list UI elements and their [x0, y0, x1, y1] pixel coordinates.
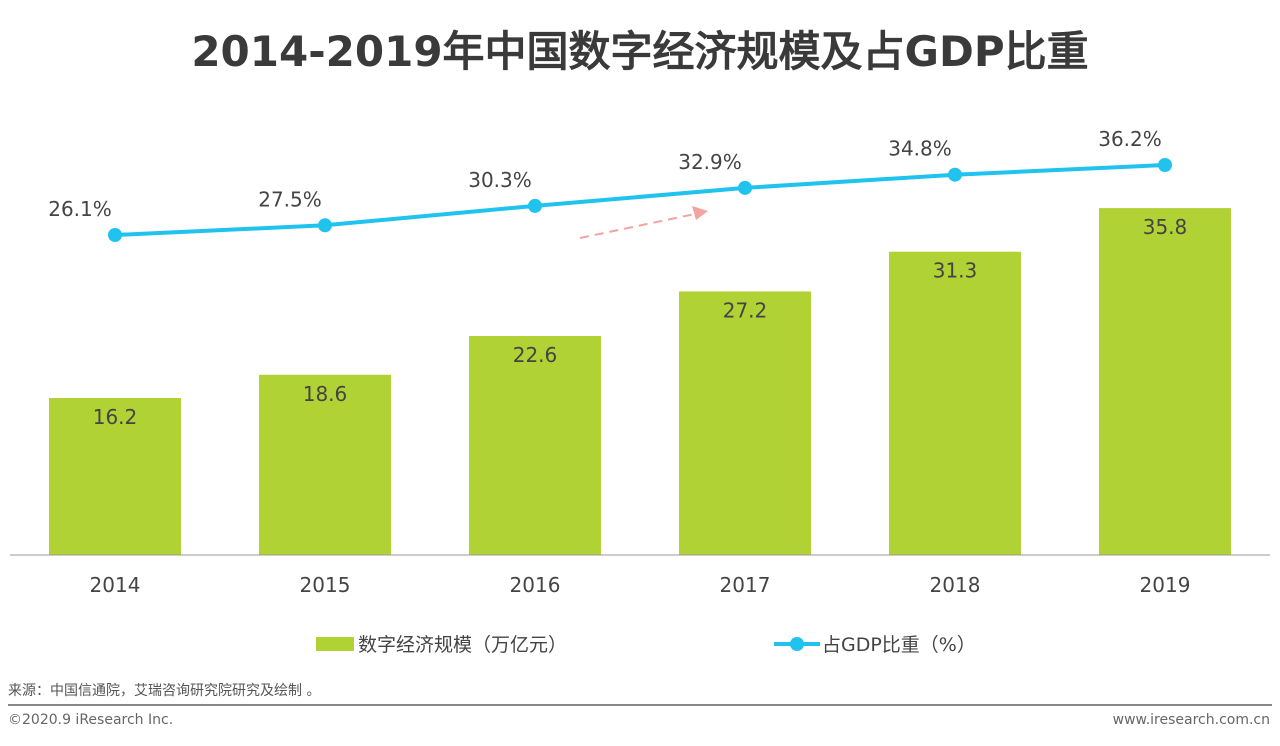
bar-label-2014: 16.2: [93, 405, 138, 429]
line-label-2015: 27.5%: [258, 187, 322, 211]
line-label-2017: 32.9%: [678, 150, 742, 174]
line-point-2019: [1158, 158, 1172, 173]
legend-line-swatch: [774, 636, 820, 651]
bar-label-2019: 35.8: [1143, 215, 1188, 239]
line-label-2016: 30.3%: [468, 168, 532, 192]
line-point-2018: [948, 167, 962, 182]
chart-title: 2014-2019年中国数字经济规模及占GDP比重: [191, 27, 1089, 76]
x-tick-2018: 2018: [930, 573, 981, 597]
x-tick-2016: 2016: [510, 573, 561, 597]
line-label-2019: 36.2%: [1098, 127, 1162, 151]
source-note: 来源：中国信通院，艾瑞咨询研究院研究及绘制 。: [8, 683, 321, 699]
line-label-2018: 34.8%: [888, 137, 952, 161]
x-tick-2017: 2017: [720, 573, 771, 597]
bar-label-2018: 31.3: [933, 259, 978, 283]
bar-2019: [1099, 208, 1231, 555]
bar-label-2015: 18.6: [303, 382, 348, 406]
trend-arrow-head: [692, 206, 708, 220]
x-tick-2019: 2019: [1140, 573, 1191, 597]
bar-label-2017: 27.2: [723, 298, 768, 322]
website: www.iresearch.com.cn: [1112, 712, 1270, 728]
line-label-2014: 26.1%: [48, 197, 112, 221]
copyright: ©2020.9 iResearch Inc.: [8, 712, 174, 728]
legend-item-line: 占GDP比重（%）: [774, 630, 976, 657]
x-tick-2015: 2015: [300, 573, 351, 597]
chart: 16.2 2014 18.6 2015 22.6 2016 27.2 2017 31.3 2018…: [10, 127, 1270, 597]
legend-bar-label: 数字经济规模（万亿元）: [358, 634, 568, 656]
bar-2017: [679, 291, 811, 555]
line-point-2017: [738, 180, 752, 195]
x-tick-2014: 2014: [90, 573, 141, 597]
bar-2018: [889, 251, 1021, 555]
legend-line-label: 占GDP比重（%）: [822, 634, 976, 656]
line-series: [114, 163, 1166, 237]
footer-divider: [8, 704, 1272, 706]
bar-2016: [469, 336, 601, 555]
legend-item-bar: 数字经济规模（万亿元）: [316, 630, 567, 657]
line-point-2014: [108, 228, 122, 242]
line-point-2015: [318, 218, 332, 233]
bar-label-2016: 22.6: [513, 343, 558, 367]
bar-2014: [49, 398, 181, 555]
line-point-2016: [528, 198, 542, 213]
trend-arrow-line: [579, 213, 696, 239]
legend-bar-swatch: [316, 636, 354, 651]
bar-2015: [259, 374, 391, 555]
